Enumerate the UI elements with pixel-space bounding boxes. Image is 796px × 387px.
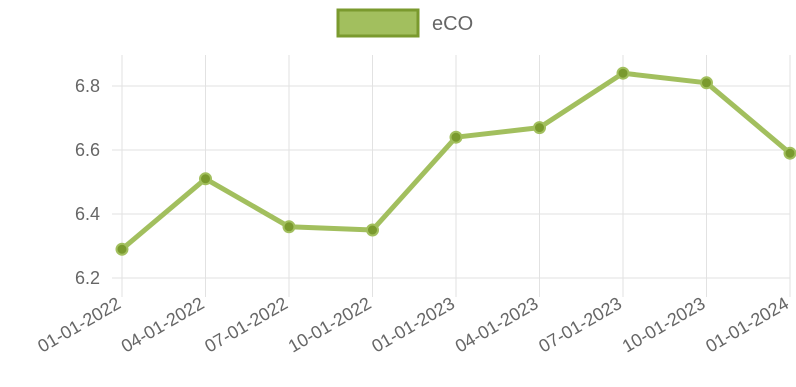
x-tick-label: 04-01-2022 bbox=[118, 293, 208, 356]
data-point[interactable] bbox=[115, 242, 129, 256]
x-tick-label: 01-01-2022 bbox=[34, 293, 124, 356]
legend-swatch[interactable] bbox=[336, 8, 420, 38]
data-point[interactable] bbox=[783, 146, 796, 160]
x-tick-label: 10-01-2022 bbox=[285, 293, 375, 356]
x-axis-ticks: 01-01-202204-01-202207-01-202210-01-2022… bbox=[34, 293, 792, 356]
data-point[interactable] bbox=[366, 223, 379, 237]
legend[interactable]: eCO bbox=[336, 8, 473, 38]
data-point[interactable] bbox=[700, 76, 713, 90]
y-tick-label: 6.4 bbox=[75, 204, 100, 224]
y-tick-label: 6.8 bbox=[75, 76, 100, 96]
x-tick-label: 07-01-2023 bbox=[535, 293, 625, 356]
y-tick-label: 6.6 bbox=[75, 140, 100, 160]
grid bbox=[112, 55, 791, 297]
series bbox=[115, 66, 796, 256]
legend-label-eco[interactable]: eCO bbox=[432, 13, 473, 35]
x-tick-label: 07-01-2022 bbox=[201, 293, 291, 356]
data-point[interactable] bbox=[533, 121, 546, 135]
data-point[interactable] bbox=[616, 66, 630, 80]
x-tick-label: 10-01-2023 bbox=[619, 293, 709, 356]
x-tick-label: 04-01-2023 bbox=[452, 293, 542, 356]
y-axis-ticks: 6.2 6.4 6.6 6.8 bbox=[75, 76, 100, 288]
x-tick-label: 01-01-2024 bbox=[702, 293, 792, 356]
x-tick-label: 01-01-2023 bbox=[368, 293, 458, 356]
data-point[interactable] bbox=[199, 172, 212, 186]
y-tick-label: 6.2 bbox=[75, 268, 100, 288]
data-point[interactable] bbox=[449, 130, 463, 144]
data-point[interactable] bbox=[282, 220, 296, 234]
